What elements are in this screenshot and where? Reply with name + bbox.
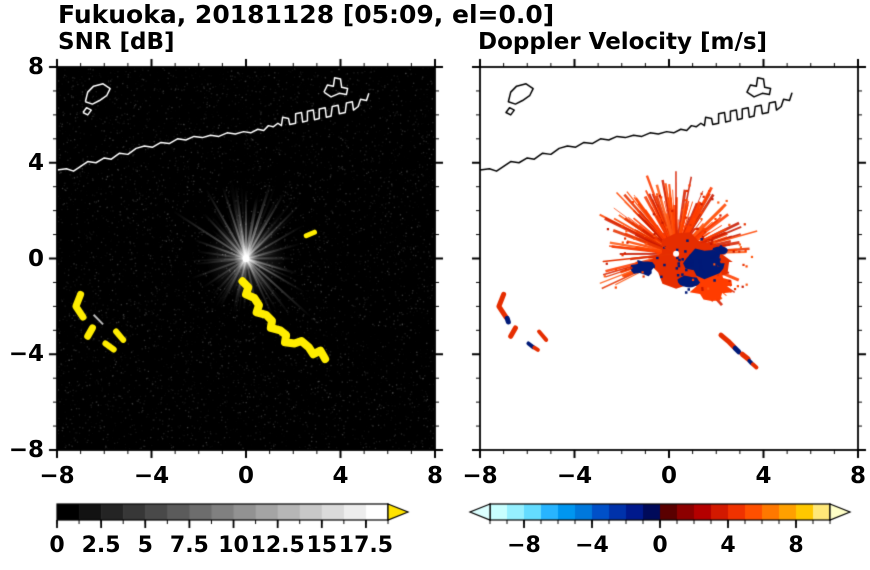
x-tick-label-snr: 0	[237, 463, 254, 489]
x-tick-label-doppler: 4	[755, 463, 772, 489]
x-tick-label-snr: 4	[332, 463, 349, 489]
snr-panel-title: SNR [dB]	[58, 29, 175, 55]
y-tick-label: 0	[27, 245, 44, 272]
snr-colorbar-label: 2.5	[81, 533, 121, 558]
snr-colorbar-label: 0	[49, 533, 65, 558]
doppler-colorbar-label: 4	[720, 533, 736, 558]
figure-title: Fukuoka, 20181128 [05:09, el=0.0]	[58, 0, 555, 29]
snr-colorbar-label: 7.5	[169, 533, 209, 558]
snr-colorbar-label: 5	[137, 533, 153, 558]
doppler-colorbar	[462, 502, 858, 532]
doppler-plot-canvas	[468, 55, 870, 462]
snr-colorbar-label: 17.5	[338, 533, 394, 558]
snr-colorbar-label: 12.5	[250, 533, 305, 558]
doppler-colorbar-label: 0	[652, 533, 668, 558]
snr-plot-canvas	[45, 55, 447, 462]
x-tick-label-snr: 8	[426, 463, 443, 489]
y-tick-label: 8	[27, 54, 44, 80]
snr-colorbar	[50, 502, 422, 532]
x-tick-label-snr: −4	[133, 463, 170, 489]
doppler-colorbar-label: −8	[507, 533, 541, 558]
doppler-panel-title: Doppler Velocity [m/s]	[478, 29, 768, 55]
x-tick-label-doppler: −4	[556, 463, 593, 489]
y-tick-label: −4	[8, 341, 44, 368]
doppler-colorbar-label: −4	[575, 533, 609, 558]
snr-colorbar-label: 15	[306, 533, 338, 558]
x-tick-label-snr: −8	[39, 463, 75, 489]
snr-colorbar-label: 10	[218, 533, 249, 558]
x-tick-label-doppler: 0	[660, 463, 677, 489]
x-tick-label-doppler: 8	[849, 463, 866, 489]
x-tick-label-doppler: −8	[462, 463, 498, 489]
y-tick-label: 4	[27, 149, 44, 176]
y-tick-label: −8	[8, 437, 44, 463]
doppler-colorbar-label: 8	[788, 533, 804, 558]
